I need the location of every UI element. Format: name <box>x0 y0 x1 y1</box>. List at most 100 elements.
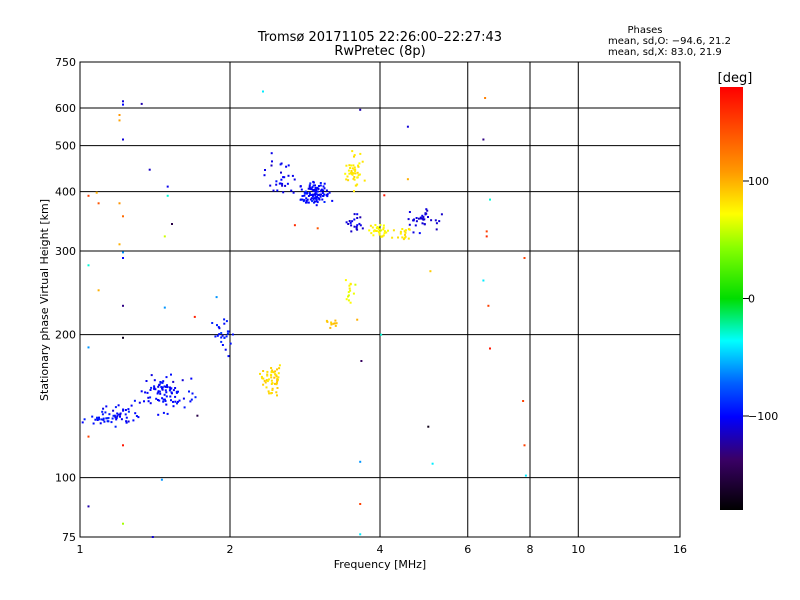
data-point <box>328 191 331 194</box>
data-point <box>108 413 111 416</box>
data-point <box>350 230 353 233</box>
data-point <box>301 198 304 201</box>
data-point <box>281 184 284 187</box>
data-point <box>275 383 278 386</box>
data-point <box>312 198 315 201</box>
data-point <box>319 182 322 184</box>
data-point <box>163 306 166 309</box>
data-point <box>326 193 329 196</box>
x-tick-label: 10 <box>571 543 585 556</box>
data-point <box>270 152 273 155</box>
data-point <box>119 415 121 418</box>
colorbar-tick-label: 0 <box>748 293 755 306</box>
data-point <box>122 444 124 447</box>
data-point <box>266 374 269 377</box>
data-point <box>322 185 325 188</box>
data-point <box>122 103 124 106</box>
data-point <box>345 164 348 167</box>
data-point <box>87 264 90 267</box>
data-point <box>356 183 359 186</box>
data-point <box>263 379 266 382</box>
data-point <box>314 184 316 187</box>
data-point <box>149 389 152 391</box>
data-point <box>305 201 307 204</box>
data-point <box>357 174 360 177</box>
data-point <box>215 296 218 299</box>
data-point <box>356 213 359 216</box>
data-point <box>280 178 283 181</box>
data-point <box>220 336 223 339</box>
data-point <box>216 324 218 327</box>
data-point <box>303 194 306 197</box>
data-point <box>122 522 124 525</box>
data-point <box>315 200 318 203</box>
data-point <box>322 189 325 192</box>
data-point <box>359 503 362 505</box>
data-point <box>223 336 226 339</box>
data-point <box>265 386 268 389</box>
data-point <box>381 235 384 238</box>
data-point <box>158 383 161 386</box>
y-tick-label: 100 <box>55 472 76 485</box>
data-point <box>114 425 117 428</box>
data-point <box>105 405 108 408</box>
data-point <box>172 405 175 408</box>
data-point <box>353 178 356 181</box>
data-point <box>140 102 143 105</box>
data-point <box>163 235 166 238</box>
data-point <box>231 333 234 336</box>
data-point <box>116 412 119 415</box>
data-point <box>274 370 277 373</box>
data-point <box>124 409 127 411</box>
data-point <box>419 216 422 219</box>
data-point <box>350 170 353 172</box>
data-point <box>305 199 308 202</box>
data-point <box>350 224 353 227</box>
data-point <box>138 401 141 404</box>
data-point <box>170 387 173 390</box>
data-point <box>271 387 274 390</box>
data-point <box>117 413 120 416</box>
data-point <box>421 214 424 217</box>
data-point <box>120 418 123 421</box>
data-point <box>164 400 167 402</box>
data-point <box>435 222 438 225</box>
data-point <box>104 411 107 414</box>
data-point <box>97 289 100 292</box>
data-point <box>392 229 395 232</box>
data-point <box>344 172 347 175</box>
data-point <box>332 322 335 325</box>
data-point <box>401 236 404 239</box>
data-point <box>221 334 224 337</box>
data-point <box>321 198 324 201</box>
data-point <box>83 418 86 421</box>
data-point <box>165 391 168 394</box>
data-point <box>102 407 105 410</box>
y-tick-labels: 75 100 200 300 400 500 600 750 <box>55 56 76 544</box>
data-point <box>269 184 272 187</box>
stats-heading: Phases <box>627 25 662 36</box>
data-point <box>271 369 274 372</box>
data-point <box>194 396 197 399</box>
data-point <box>355 226 358 228</box>
data-point <box>378 228 381 231</box>
data-point <box>175 390 178 393</box>
data-point <box>144 391 147 394</box>
data-point <box>174 400 177 403</box>
data-point <box>287 164 290 167</box>
data-point <box>353 225 356 228</box>
data-point <box>135 415 138 417</box>
data-point <box>271 389 274 391</box>
data-point <box>87 435 90 438</box>
data-point <box>412 231 415 234</box>
data-point <box>314 196 317 199</box>
data-point <box>113 414 116 417</box>
data-point <box>426 209 429 212</box>
data-point <box>178 399 181 402</box>
data-point <box>176 400 179 403</box>
data-point <box>353 213 356 216</box>
data-point <box>357 165 360 168</box>
data-point <box>348 284 351 287</box>
data-point <box>98 416 100 419</box>
data-point <box>307 201 310 204</box>
